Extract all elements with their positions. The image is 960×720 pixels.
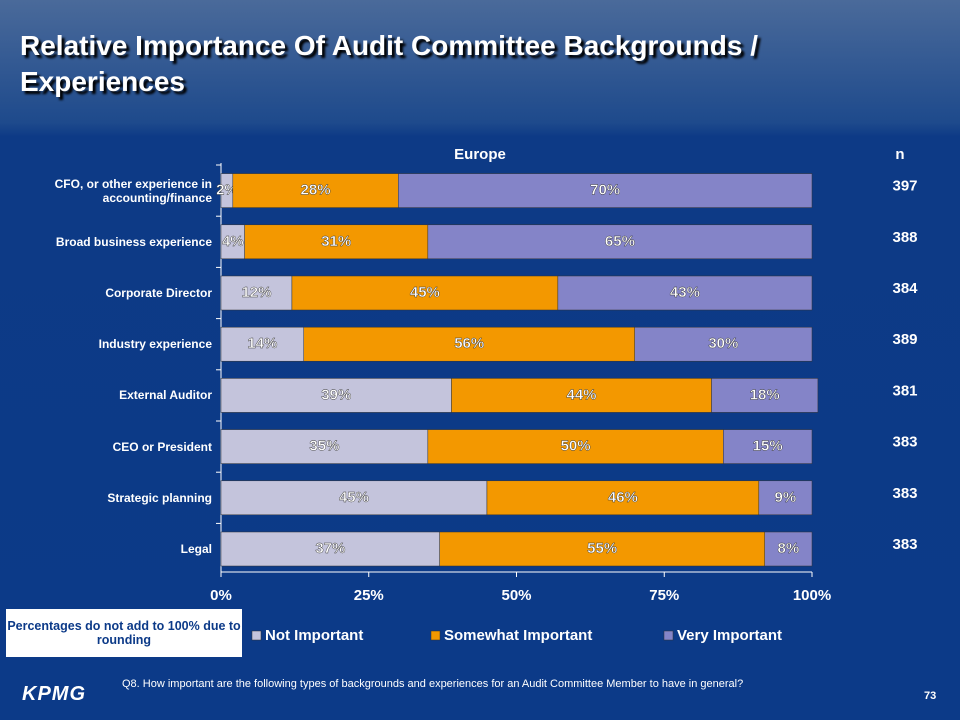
bar-segment — [232, 173, 399, 208]
value-label: 8% — [778, 540, 800, 557]
n-value: 397 — [892, 178, 917, 195]
legend-label: Somewhat Important — [444, 627, 592, 644]
legend-swatch — [430, 630, 441, 641]
y-tick-label: Corporate Director — [105, 286, 212, 300]
value-label: 4% — [222, 233, 244, 250]
bar-segment — [557, 275, 813, 311]
value-label: 46% — [608, 489, 638, 506]
legend-label: Very Important — [677, 627, 782, 644]
note: Percentages do not add to 100% due to ro… — [6, 609, 242, 657]
legend-swatch — [251, 630, 262, 641]
value-label: 39% — [321, 386, 351, 403]
bar-segment — [220, 378, 452, 413]
value-label: 35% — [309, 438, 339, 455]
bar-segment — [711, 378, 819, 413]
value-label: 45% — [410, 284, 440, 301]
value-label: 50% — [561, 438, 591, 455]
logo: KPMG — [22, 683, 86, 705]
bar-segment — [220, 531, 440, 567]
value-label: 45% — [339, 489, 369, 506]
y-tick-label: CFO, or other experience in accounting/f… — [54, 176, 212, 205]
chart-subtitle: Europe — [454, 146, 506, 163]
value-label: 2% — [216, 182, 238, 199]
value-label: 30% — [708, 335, 738, 352]
value-label: 44% — [566, 386, 596, 403]
n-value: 381 — [892, 382, 917, 399]
value-label: 37% — [315, 540, 345, 557]
bar-segment — [398, 173, 813, 208]
y-tick-label: Industry experience — [98, 337, 212, 352]
bar-segment — [451, 378, 712, 413]
value-label: 55% — [587, 540, 617, 557]
bar-segment — [758, 480, 813, 516]
bar-segment — [486, 480, 760, 516]
bar-segment — [427, 224, 813, 260]
bar-segment — [303, 326, 635, 362]
bar-segment — [220, 480, 488, 516]
y-tick-label: Legal — [180, 542, 212, 556]
x-tick-label: 0% — [210, 587, 232, 604]
n-value: 388 — [892, 229, 917, 246]
x-tick-label: 75% — [649, 587, 679, 604]
bar-segment — [764, 531, 813, 567]
n-value: 383 — [892, 485, 917, 502]
n-value: 383 — [892, 434, 917, 451]
y-tick-label: CEO or President — [112, 439, 212, 454]
value-label: 12% — [241, 284, 271, 301]
value-label: 14% — [247, 335, 277, 352]
x-tick-label: 100% — [793, 587, 831, 604]
value-label: 65% — [605, 233, 635, 250]
y-tick-label: Broad business experience — [55, 234, 212, 249]
bar-segment — [439, 531, 765, 567]
value-label: 43% — [670, 284, 700, 301]
legend-swatch — [663, 630, 674, 641]
value-label: 56% — [454, 335, 484, 352]
slide-title: Relative Importance Of Audit Committee B… — [20, 30, 758, 97]
bar-segment — [634, 326, 813, 362]
value-label: 18% — [750, 386, 780, 403]
value-label: 70% — [590, 182, 620, 199]
bar-segment — [220, 429, 429, 464]
question: Q8. How important are the following type… — [122, 678, 744, 690]
x-tick-label: 50% — [501, 587, 531, 604]
value-label: 15% — [753, 438, 783, 455]
bar-segment — [723, 429, 813, 464]
n-header: n — [895, 146, 904, 163]
n-value: 383 — [892, 536, 917, 553]
y-tick-label: Strategic planning — [107, 490, 212, 505]
page-number: 73 — [924, 690, 937, 702]
value-label: 9% — [775, 489, 797, 506]
bar-segment — [220, 326, 304, 362]
bar-segment — [244, 224, 429, 260]
legend-label: Not Important — [265, 627, 363, 644]
bar-segment — [291, 275, 559, 311]
x-tick-label: 25% — [354, 587, 384, 604]
n-value: 384 — [892, 280, 918, 297]
value-label: 31% — [321, 233, 351, 250]
n-value: 389 — [892, 331, 917, 348]
y-tick-label: External Auditor — [119, 388, 212, 403]
value-label: 28% — [301, 182, 331, 199]
